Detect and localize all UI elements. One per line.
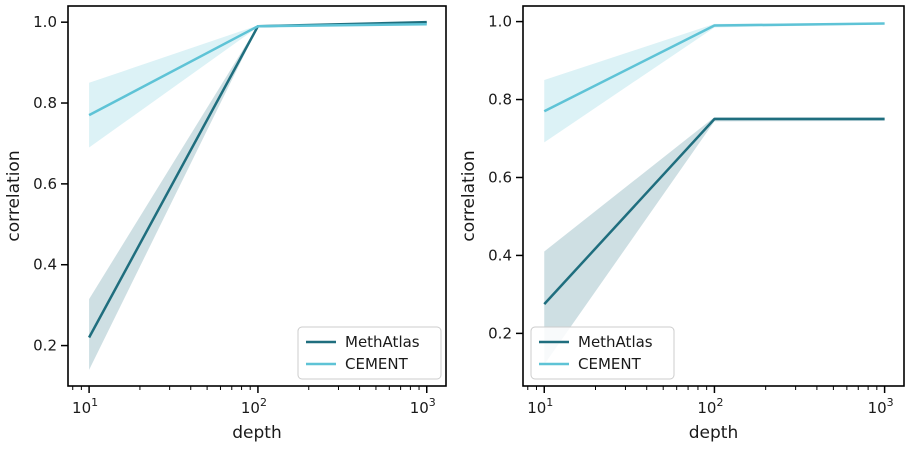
legend-label: CEMENT [345,355,409,373]
legend-label: MethAtlas [345,333,420,351]
legend: MethAtlas CEMENT [530,326,675,380]
confidence-band-methatlas [544,117,885,365]
x-tick-base: 10 [697,399,716,417]
confidence-band-cement [544,22,885,143]
x-tick-label: 101 [72,396,98,417]
x-tick-label: 102 [697,396,723,417]
plot-frame [67,5,447,387]
y-tick-label: 0.2 [488,324,512,342]
y-tick-label: 0.6 [33,175,57,193]
x-axis-label: depth [689,423,738,443]
legend-box [297,326,442,380]
legend: MethAtlas CEMENT [297,326,442,380]
x-tick-label: 103 [410,396,436,417]
confidence-band-methatlas [89,22,427,370]
x-tick-base: 10 [868,399,887,417]
x-axis-label: depth [232,423,281,443]
x-tick-base: 10 [410,399,429,417]
x-tick-base: 10 [72,399,91,417]
y-axis-label: correlation [4,150,24,241]
x-tick-exponent: 3 [887,396,894,409]
legend-label: CEMENT [578,355,642,373]
chart-panel-1: 101 102 1030.20.40.60.81.0depthcorrelation… [4,5,447,443]
y-tick-label: 0.2 [33,337,57,355]
x-tick-exponent: 1 [91,396,98,409]
chart-panel-2: 101 102 1030.20.40.60.81.0depthcorrelation… [459,5,905,443]
x-tick-base: 10 [241,399,260,417]
x-tick-exponent: 2 [716,396,723,409]
y-tick-label: 1.0 [33,13,57,31]
y-tick-label: 1.0 [488,13,512,31]
confidence-band-cement [89,23,427,148]
y-tick-label: 0.8 [33,94,57,112]
plot-area [543,22,885,365]
x-tick-label: 101 [527,396,553,417]
x-tick-label: 102 [241,396,267,417]
plot-frame [522,5,905,387]
plot-area [87,20,427,370]
legend-box [530,326,675,380]
x-tick-exponent: 2 [260,396,267,409]
x-tick-exponent: 1 [546,396,553,409]
y-tick-label: 0.4 [33,256,57,274]
y-tick-label: 0.6 [488,168,512,186]
y-tick-label: 0.4 [488,246,512,264]
x-tick-base: 10 [527,399,546,417]
y-axis-label: correlation [459,150,479,241]
legend-label: MethAtlas [578,333,653,351]
x-tick-label: 103 [868,396,894,417]
x-tick-exponent: 3 [429,396,436,409]
y-tick-label: 0.8 [488,91,512,109]
